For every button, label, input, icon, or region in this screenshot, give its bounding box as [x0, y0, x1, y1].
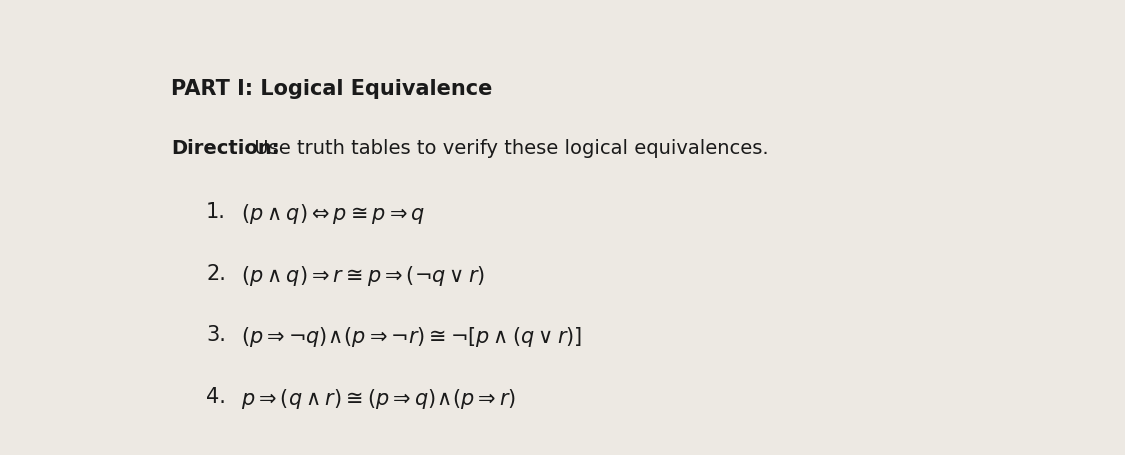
Text: 1.: 1. — [206, 202, 226, 222]
Text: 2.: 2. — [206, 263, 226, 283]
Text: 3.: 3. — [206, 324, 226, 344]
Text: Use truth tables to verify these logical equivalences.: Use truth tables to verify these logical… — [248, 139, 768, 157]
Text: 4.: 4. — [206, 386, 226, 406]
Text: $(p \Rightarrow \neg q)\!\wedge\!(p \Rightarrow \neg r) \cong \neg[p\wedge(q \ve: $(p \Rightarrow \neg q)\!\wedge\!(p \Rig… — [241, 324, 582, 349]
Text: $p \Rightarrow (q \wedge r) \cong (p \Rightarrow q)\!\wedge\!(p \Rightarrow r)$: $p \Rightarrow (q \wedge r) \cong (p \Ri… — [241, 386, 516, 410]
Text: PART I: Logical Equivalence: PART I: Logical Equivalence — [171, 79, 493, 99]
Text: Direction:: Direction: — [171, 139, 280, 157]
Text: $(p \wedge q)  \Rightarrow r \cong p \Rightarrow (\neg q \vee r)$: $(p \wedge q) \Rightarrow r \cong p \Rig… — [241, 263, 485, 287]
Text: $(p \wedge q) \Leftrightarrow p \cong p \Rightarrow q$: $(p \wedge q) \Leftrightarrow p \cong p … — [241, 202, 425, 226]
